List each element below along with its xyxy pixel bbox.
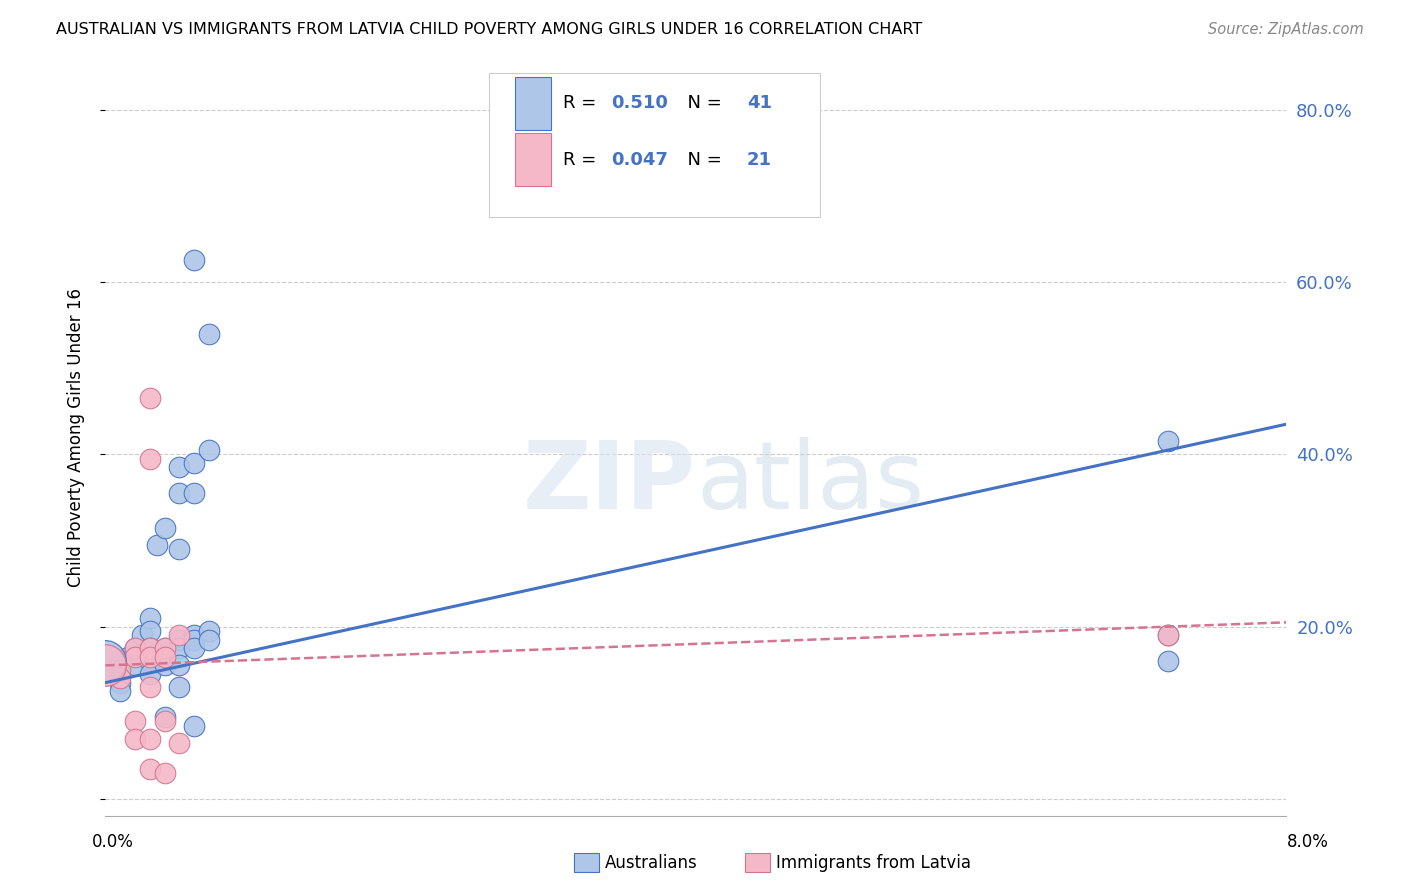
Point xyxy=(197,442,219,457)
Text: Source: ZipAtlas.com: Source: ZipAtlas.com xyxy=(1208,22,1364,37)
Point xyxy=(197,326,219,341)
Text: AUSTRALIAN VS IMMIGRANTS FROM LATVIA CHILD POVERTY AMONG GIRLS UNDER 16 CORRELAT: AUSTRALIAN VS IMMIGRANTS FROM LATVIA CHI… xyxy=(56,22,922,37)
Text: 21: 21 xyxy=(747,151,772,169)
Text: R =: R = xyxy=(562,95,602,112)
Point xyxy=(138,649,162,664)
Point xyxy=(138,624,162,638)
Point xyxy=(169,542,191,557)
Point xyxy=(110,654,132,668)
Point xyxy=(169,658,191,673)
Text: 8.0%: 8.0% xyxy=(1286,833,1329,851)
Point xyxy=(138,680,162,694)
Point xyxy=(138,611,162,625)
Point xyxy=(169,632,191,647)
Point xyxy=(124,649,146,664)
Point xyxy=(138,762,162,776)
Point xyxy=(124,641,146,656)
Point xyxy=(124,658,146,673)
Point xyxy=(153,649,176,664)
Point xyxy=(124,649,146,664)
Point xyxy=(153,710,176,724)
Point xyxy=(138,667,162,681)
Point xyxy=(153,714,176,729)
Point xyxy=(169,628,191,642)
FancyBboxPatch shape xyxy=(515,77,551,129)
Text: N =: N = xyxy=(676,95,727,112)
Point xyxy=(131,628,153,642)
Point xyxy=(124,641,146,656)
Point xyxy=(94,658,117,673)
Y-axis label: Child Poverty Among Girls Under 16: Child Poverty Among Girls Under 16 xyxy=(66,287,84,587)
Text: N =: N = xyxy=(676,151,727,169)
Point xyxy=(110,684,132,698)
Point xyxy=(1157,628,1180,642)
Point xyxy=(153,649,176,664)
Text: 41: 41 xyxy=(747,95,772,112)
Point xyxy=(183,628,205,642)
Point xyxy=(1157,628,1180,642)
Point xyxy=(138,641,162,656)
Point xyxy=(146,538,169,552)
Point xyxy=(117,649,139,664)
Point xyxy=(1157,434,1180,449)
Point xyxy=(197,624,219,638)
Point xyxy=(153,766,176,780)
Point xyxy=(153,641,176,656)
FancyBboxPatch shape xyxy=(489,73,820,217)
Text: 0.0%: 0.0% xyxy=(91,833,134,851)
Point xyxy=(124,731,146,746)
Point xyxy=(138,641,162,656)
Text: 0.510: 0.510 xyxy=(612,95,668,112)
Point xyxy=(153,641,176,656)
Point xyxy=(110,663,132,677)
Text: R =: R = xyxy=(562,151,602,169)
Point xyxy=(138,451,162,466)
Point xyxy=(183,486,205,500)
Point xyxy=(138,654,162,668)
Point xyxy=(169,486,191,500)
Point xyxy=(138,731,162,746)
FancyBboxPatch shape xyxy=(515,133,551,186)
Text: Australians: Australians xyxy=(605,854,697,871)
Point xyxy=(110,658,132,673)
Point xyxy=(138,392,162,406)
Point xyxy=(110,675,132,690)
Point xyxy=(169,680,191,694)
Point xyxy=(183,456,205,470)
Text: 0.047: 0.047 xyxy=(612,151,668,169)
Point xyxy=(183,632,205,647)
Point xyxy=(183,719,205,733)
Point xyxy=(124,714,146,729)
Point xyxy=(183,641,205,656)
Point xyxy=(110,671,132,685)
Point xyxy=(110,667,132,681)
Text: atlas: atlas xyxy=(696,436,924,529)
Text: ZIP: ZIP xyxy=(523,436,696,529)
Point xyxy=(1157,654,1180,668)
Point xyxy=(169,736,191,750)
Point xyxy=(183,253,205,268)
Point xyxy=(169,641,191,656)
Point xyxy=(197,632,219,647)
Text: Immigrants from Latvia: Immigrants from Latvia xyxy=(776,854,972,871)
Point xyxy=(169,460,191,475)
Point xyxy=(153,520,176,534)
Point xyxy=(94,654,117,668)
Point xyxy=(153,658,176,673)
